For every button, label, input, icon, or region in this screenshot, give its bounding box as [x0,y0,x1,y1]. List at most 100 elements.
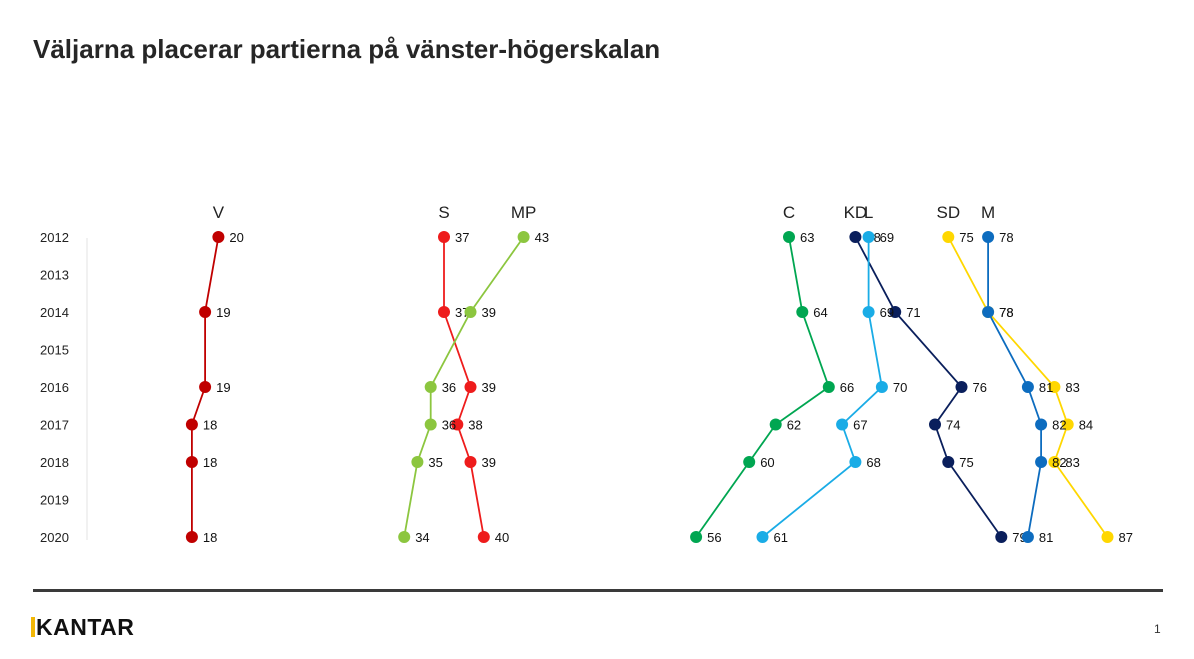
data-point-v [185,531,198,543]
data-point-l [862,231,875,243]
logo-accent-bar [31,617,35,637]
series-header-c: C [783,203,795,222]
logo-text: KANTAR [36,614,135,640]
data-point-v [199,381,212,393]
data-point-kd [955,381,968,393]
data-label-sd: 75 [959,230,973,245]
data-label-c: 63 [800,230,814,245]
data-label-s: 39 [482,455,496,470]
data-point-mp [517,231,530,243]
year-tick-label: 2017 [40,418,69,433]
year-axis: 2012 2013 2014 2015 2016 2017 2018 2019 2020 [40,230,88,545]
data-label-m: 82 [1052,455,1066,470]
year-tick-label: 2012 [40,230,69,245]
data-point-c [769,418,782,431]
data-label-sd: 78 [999,305,1013,320]
data-point-sd [1048,381,1061,393]
data-label-v: 18 [203,530,217,545]
data-point-s [464,456,477,468]
data-label-v: 19 [216,380,230,395]
series-lines [190,236,1109,538]
data-label-l: 69 [880,305,894,320]
series-header-sd: SD [936,203,960,222]
data-label-v: 19 [216,305,230,320]
data-label-c: 56 [707,530,721,545]
data-point-c [743,456,756,468]
data-label-s: 37 [455,230,469,245]
data-point-c [822,381,835,393]
series-header-kd: KD [844,203,868,222]
data-label-s: 39 [482,380,496,395]
series-line-l [761,237,883,538]
data-point-mp [411,456,424,468]
data-label-m: 78 [999,230,1013,245]
data-label-s: 38 [468,418,482,433]
year-tick-label: 2015 [40,343,69,358]
data-point-m [1021,381,1034,393]
data-label-sd: 87 [1119,530,1133,545]
data-point-kd [942,456,955,468]
kantar-logo: KANTAR [31,614,134,641]
data-label-mp: 34 [415,530,429,545]
data-label-mp: 36 [442,418,456,433]
data-label-mp: 43 [535,230,549,245]
data-point-mp [398,531,411,543]
data-point-c [783,231,795,243]
data-label-l: 68 [866,455,880,470]
data-point-s [464,381,477,393]
data-point-kd [889,306,902,318]
data-label-kd: 76 [973,380,987,395]
data-label-m: 81 [1039,380,1053,395]
data-label-v: 18 [203,455,217,470]
data-point-c [690,531,703,543]
data-point-sd [942,231,955,243]
data-point-mp [424,381,437,393]
data-point-m [1035,456,1048,468]
series-line-c [695,236,830,538]
series-header-mp: MP [511,203,537,222]
data-point-kd [929,418,941,431]
series-points: 2019191818183737393839404339363635346364… [185,230,1133,545]
series-line-m [987,237,1042,538]
series-header-m: M [981,203,995,222]
series-line-v [190,236,220,537]
data-label-sd: 83 [1065,455,1079,470]
series-header-s: S [438,203,449,222]
year-tick-label: 2014 [40,305,69,320]
data-label-s: 40 [495,530,509,545]
data-label-m: 82 [1052,418,1066,433]
data-label-c: 66 [840,380,854,395]
footer-divider [33,589,1163,592]
series-header-v: V [213,203,225,222]
data-label-kd: 74 [946,418,960,433]
data-label-l: 69 [880,230,894,245]
data-point-l [849,456,862,468]
data-point-m [982,306,995,318]
data-point-s [438,306,450,318]
series-line-s [443,237,485,538]
data-label-m: 81 [1039,530,1053,545]
data-point-kd [849,231,862,243]
data-label-m: 78 [999,305,1013,320]
data-point-v [199,306,212,318]
data-point-c [796,306,809,318]
year-tick-label: 2018 [40,455,69,470]
year-tick-label: 2013 [40,268,69,283]
data-point-s [477,531,490,543]
data-label-mp: 39 [482,305,496,320]
data-label-sd: 84 [1079,418,1093,433]
series-line-sd [947,236,1109,538]
series-header-l: L [864,203,873,222]
data-point-l [862,306,875,318]
data-label-c: 62 [787,418,801,433]
data-point-l [756,531,769,543]
data-point-l [875,381,888,393]
data-point-kd [995,531,1008,543]
data-label-kd: 71 [906,305,920,320]
data-point-mp [424,418,437,431]
data-point-v [185,418,198,431]
data-point-v [212,231,225,243]
series-line-mp [403,236,525,538]
